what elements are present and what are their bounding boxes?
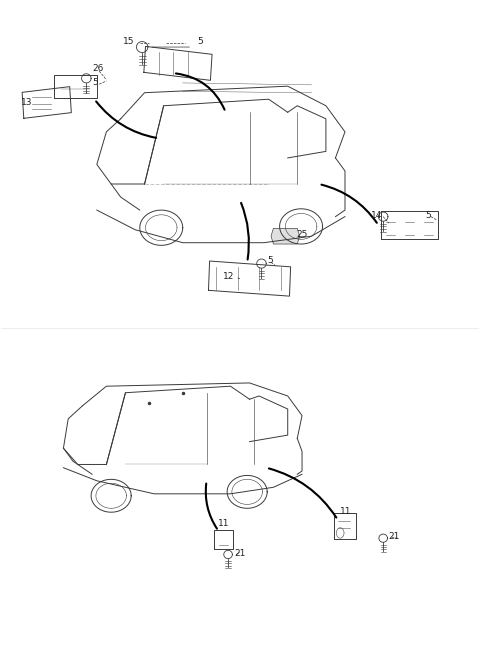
Text: 5: 5	[425, 211, 431, 220]
Text: 5: 5	[268, 256, 274, 265]
Text: 21: 21	[234, 549, 246, 557]
Text: 11: 11	[217, 519, 229, 528]
Polygon shape	[271, 229, 300, 244]
Text: 26: 26	[92, 64, 103, 73]
Text: 12: 12	[223, 272, 234, 281]
Text: 25: 25	[296, 230, 308, 238]
Text: 5: 5	[92, 79, 98, 87]
Text: 5: 5	[197, 37, 203, 47]
Text: 11: 11	[340, 507, 352, 516]
Text: 14: 14	[371, 211, 382, 220]
Text: 21: 21	[388, 532, 399, 541]
Text: 15: 15	[122, 37, 134, 47]
Text: 13: 13	[22, 98, 33, 107]
